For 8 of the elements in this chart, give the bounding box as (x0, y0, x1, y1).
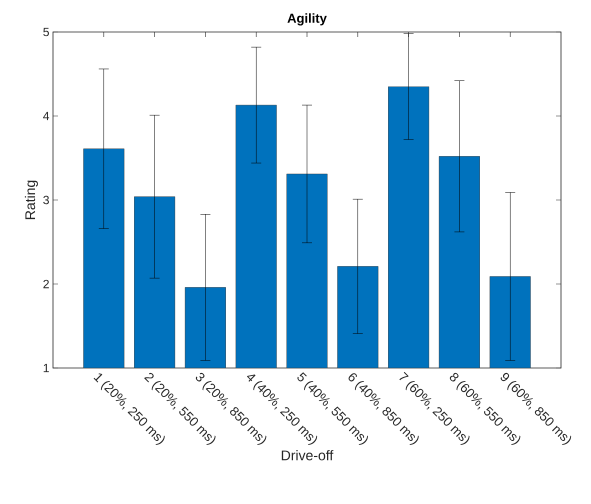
y-tick-label: 4 (43, 112, 50, 120)
chart-title: Agility (287, 13, 327, 26)
y-tick-label: 2 (43, 280, 49, 288)
y-axis-title: Rating (24, 180, 38, 220)
x-axis-title: Drive-off (282, 450, 334, 460)
y-tick-label: 3 (43, 196, 49, 204)
y-tick-label: 1 (44, 364, 49, 372)
y-tick-label: 5 (43, 28, 49, 36)
